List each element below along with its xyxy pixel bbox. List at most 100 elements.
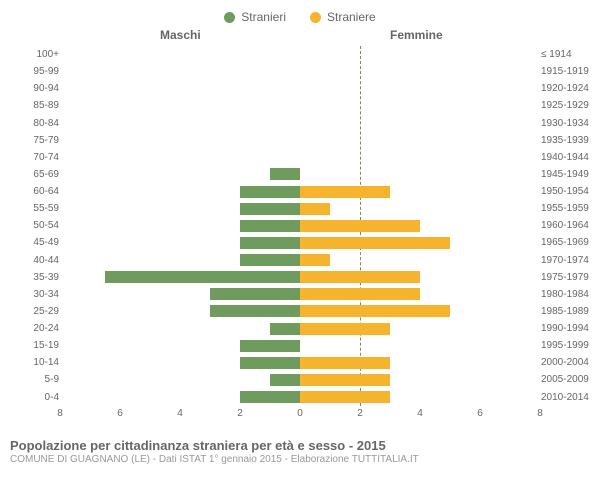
bar-male <box>240 237 300 249</box>
y-label-age: 100+ <box>4 46 59 63</box>
y-label-age: 55-59 <box>4 200 59 217</box>
y-label-age: 70-74 <box>4 149 59 166</box>
x-tick: 4 <box>417 408 423 419</box>
bar-row <box>60 217 540 234</box>
bar-male <box>240 186 300 198</box>
bar-female <box>300 323 390 335</box>
chart-title: Popolazione per cittadinanza straniera p… <box>10 438 600 453</box>
bar-female <box>300 391 390 403</box>
header-male: Maschi <box>160 28 201 42</box>
bar-female <box>300 254 330 266</box>
bar-row <box>60 132 540 149</box>
bar-row <box>60 320 540 337</box>
bar-row <box>60 286 540 303</box>
y-label-age: 45-49 <box>4 234 59 251</box>
y-label-age: 65-69 <box>4 166 59 183</box>
x-tick: 4 <box>177 408 183 419</box>
y-label-age: 10-14 <box>4 354 59 371</box>
bar-female <box>300 237 450 249</box>
y-label-birth: 1955-1959 <box>541 200 596 217</box>
bar-rows <box>60 46 540 406</box>
legend-label-female: Straniere <box>327 10 376 24</box>
bar-row <box>60 269 540 286</box>
y-label-age: 5-9 <box>4 371 59 388</box>
y-label-age: 15-19 <box>4 337 59 354</box>
y-label-birth: 1980-1984 <box>541 286 596 303</box>
bar-male <box>240 391 300 403</box>
y-label-birth: 2000-2004 <box>541 354 596 371</box>
bar-male <box>210 288 300 300</box>
x-tick: 0 <box>297 408 303 419</box>
bar-male <box>270 323 300 335</box>
y-label-birth: 1930-1934 <box>541 115 596 132</box>
bar-row <box>60 252 540 269</box>
y-label-age: 60-64 <box>4 183 59 200</box>
legend-swatch-female <box>310 12 321 23</box>
bar-male <box>240 254 300 266</box>
y-label-age: 20-24 <box>4 320 59 337</box>
x-tick: 6 <box>477 408 483 419</box>
y-labels-age: 100+95-9990-9485-8980-8475-7970-7465-696… <box>4 46 59 406</box>
bar-row <box>60 63 540 80</box>
y-label-birth: 1925-1929 <box>541 97 596 114</box>
y-label-birth: 1960-1964 <box>541 217 596 234</box>
y-label-age: 75-79 <box>4 132 59 149</box>
bar-male <box>240 220 300 232</box>
legend: Stranieri Straniere <box>0 0 600 28</box>
x-tick: 8 <box>537 408 543 419</box>
bar-female <box>300 220 420 232</box>
bar-row <box>60 149 540 166</box>
bar-row <box>60 303 540 320</box>
legend-item-female: Straniere <box>310 6 376 28</box>
bar-row <box>60 371 540 388</box>
y-label-age: 35-39 <box>4 269 59 286</box>
chart-subtitle: COMUNE DI GUAGNANO (LE) - Dati ISTAT 1° … <box>10 454 600 465</box>
bar-row <box>60 337 540 354</box>
y-label-age: 0-4 <box>4 389 59 406</box>
bar-row <box>60 389 540 406</box>
bar-male <box>270 168 300 180</box>
y-label-birth: 1975-1979 <box>541 269 596 286</box>
bar-female <box>300 186 390 198</box>
bar-male <box>105 271 300 283</box>
y-label-age: 40-44 <box>4 252 59 269</box>
bar-male <box>240 340 300 352</box>
legend-swatch-male <box>224 12 235 23</box>
y-label-birth: 2005-2009 <box>541 371 596 388</box>
y-label-birth: 2010-2014 <box>541 389 596 406</box>
y-label-age: 95-99 <box>4 63 59 80</box>
bar-row <box>60 183 540 200</box>
x-tick: 2 <box>237 408 243 419</box>
bar-male <box>270 374 300 386</box>
bar-female <box>300 271 420 283</box>
y-label-age: 90-94 <box>4 80 59 97</box>
header-female: Femmine <box>390 28 443 42</box>
bar-row <box>60 80 540 97</box>
y-label-birth: ≤ 1914 <box>541 46 596 63</box>
bar-male <box>240 203 300 215</box>
bar-female <box>300 203 330 215</box>
y-label-birth: 1940-1944 <box>541 149 596 166</box>
footer: Popolazione per cittadinanza straniera p… <box>0 436 600 465</box>
bar-row <box>60 166 540 183</box>
x-tick: 2 <box>357 408 363 419</box>
y-label-age: 30-34 <box>4 286 59 303</box>
chart: Fasce di età Anni di nascita 100+95-9990… <box>0 46 600 436</box>
y-label-age: 80-84 <box>4 115 59 132</box>
bar-female <box>300 305 450 317</box>
bar-female <box>300 357 390 369</box>
x-tick: 6 <box>117 408 123 419</box>
column-headers: Maschi Femmine <box>0 28 600 46</box>
y-label-birth: 1935-1939 <box>541 132 596 149</box>
bar-row <box>60 200 540 217</box>
y-label-birth: 1990-1994 <box>541 320 596 337</box>
x-axis: 8 6 4 2 0 2 4 6 8 <box>60 406 540 426</box>
x-tick: 8 <box>57 408 63 419</box>
bar-row <box>60 115 540 132</box>
y-label-age: 50-54 <box>4 217 59 234</box>
bar-row <box>60 234 540 251</box>
bar-male <box>240 357 300 369</box>
y-label-birth: 1915-1919 <box>541 63 596 80</box>
y-label-birth: 1965-1969 <box>541 234 596 251</box>
bar-female <box>300 374 390 386</box>
